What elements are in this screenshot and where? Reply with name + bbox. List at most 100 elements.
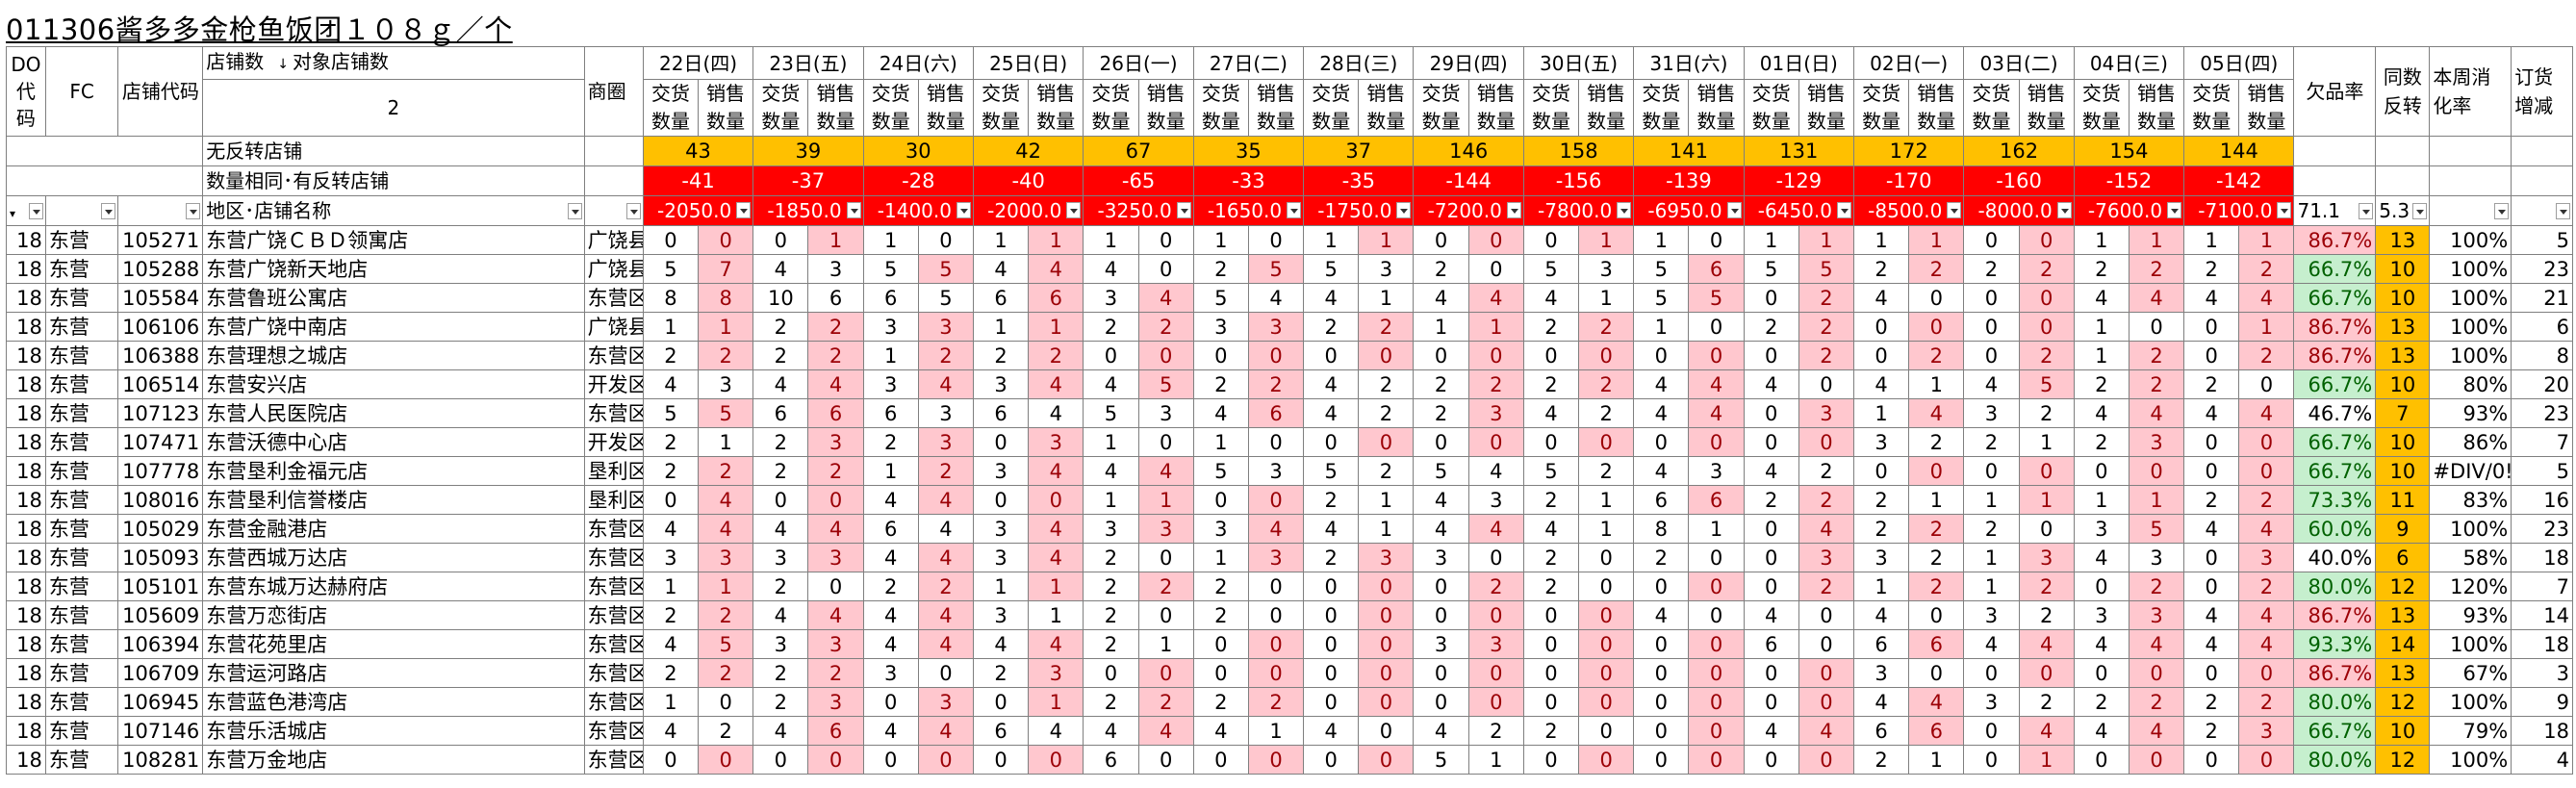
delivery-qty-cell[interactable]: 0: [1744, 746, 1798, 775]
sales-qty-cell[interactable]: 1: [808, 226, 863, 255]
same-qty-count[interactable]: -35: [1304, 166, 1414, 196]
store-row[interactable]: 18 东营 106514 东营安兴店 开发区 4 3 4 4 3 4 3 4 4 5 2 2 4 2 2 2 2 2 4 4 4 0…: [7, 370, 2573, 399]
delivery-qty-cell[interactable]: 0: [1634, 630, 1689, 659]
no-return-count[interactable]: 144: [2184, 137, 2294, 166]
sales-qty-cell[interactable]: 4: [1029, 717, 1084, 746]
delivery-qty-cell[interactable]: 4: [2184, 284, 2239, 313]
sales-qty-cell[interactable]: 2: [2019, 342, 2074, 370]
shortage-rate-cell[interactable]: 80.0%: [2294, 688, 2376, 717]
delivery-qty-cell[interactable]: 0: [973, 746, 1028, 775]
sales-qty-cell[interactable]: 4: [1029, 399, 1084, 428]
delivery-qty-cell[interactable]: 0: [643, 746, 698, 775]
delivery-qty-cell[interactable]: 0: [1304, 688, 1359, 717]
store-name-cell[interactable]: 东营垦利金福元店: [203, 457, 584, 486]
delivery-qty-cell[interactable]: 0: [753, 486, 808, 515]
store-name-cell[interactable]: 东营安兴店: [203, 370, 584, 399]
shortage-rate-cell[interactable]: 86.7%: [2294, 601, 2376, 630]
sales-qty-cell[interactable]: 2: [699, 601, 753, 630]
sales-qty-cell[interactable]: 4: [699, 486, 753, 515]
store-name-cell[interactable]: 东营广饶新天地店: [203, 255, 584, 284]
sales-qty-cell[interactable]: 2: [2239, 486, 2294, 515]
sales-qty-header[interactable]: 销售数量: [918, 80, 973, 137]
delivery-qty-cell[interactable]: 0: [643, 486, 698, 515]
same-qty-count[interactable]: -129: [1744, 166, 1853, 196]
delivery-qty-cell[interactable]: 0: [1964, 746, 2019, 775]
store-code-cell[interactable]: 106514: [118, 370, 203, 399]
delivery-qty-cell[interactable]: 2: [1523, 313, 1578, 342]
delivery-qty-header[interactable]: 交货数量: [1744, 80, 1798, 137]
delivery-qty-cell[interactable]: 0: [2074, 659, 2129, 688]
shortage-rate-cell[interactable]: 60.0%: [2294, 515, 2376, 544]
sales-qty-cell[interactable]: 2: [918, 572, 973, 601]
shortage-rate-cell[interactable]: 66.7%: [2294, 255, 2376, 284]
delivery-qty-cell[interactable]: 0: [1304, 428, 1359, 457]
shortage-rate-cell[interactable]: 80.0%: [2294, 572, 2376, 601]
same-count-cell[interactable]: 10: [2376, 284, 2430, 313]
sales-qty-cell[interactable]: 3: [1248, 457, 1303, 486]
store-row[interactable]: 18 东营 108281 东营万金地店 东营区 0 0 0 0 0 0 0 0 6 0 0 0 0 0 5 1 0 0 0 0 0…: [7, 746, 2573, 775]
sales-qty-cell[interactable]: 2: [1909, 572, 1964, 601]
circle-cell[interactable]: 东营区: [584, 659, 643, 688]
delivery-qty-cell[interactable]: 2: [2074, 370, 2129, 399]
delivery-qty-cell[interactable]: 5: [1304, 255, 1359, 284]
fc-cell[interactable]: 东营: [45, 428, 118, 457]
sales-qty-cell[interactable]: 0: [1248, 342, 1303, 370]
delivery-qty-cell[interactable]: 1: [1414, 313, 1468, 342]
sales-qty-cell[interactable]: 2: [1359, 313, 1414, 342]
sales-qty-cell[interactable]: 5: [918, 255, 973, 284]
sales-qty-cell[interactable]: 0: [1468, 688, 1523, 717]
date-header[interactable]: 02日(一): [1853, 47, 1963, 80]
store-row[interactable]: 18 东营 107146 东营乐活城店 东营区 4 2 4 6 4 4 6 4 4 4 4 1 4 0 4 2 2 0 0 0 4…: [7, 717, 2573, 746]
delivery-qty-cell[interactable]: 2: [1193, 572, 1248, 601]
sales-qty-header[interactable]: 销售数量: [1798, 80, 1853, 137]
sales-qty-cell[interactable]: 3: [1579, 255, 1634, 284]
delivery-qty-cell[interactable]: 4: [1964, 370, 2019, 399]
delivery-qty-cell[interactable]: 0: [753, 746, 808, 775]
fc-cell[interactable]: 东营: [45, 688, 118, 717]
sales-qty-cell[interactable]: 0: [1909, 313, 1964, 342]
sales-qty-cell[interactable]: 2: [2129, 370, 2183, 399]
delivery-qty-cell[interactable]: 3: [753, 630, 808, 659]
sales-qty-header[interactable]: 销售数量: [1579, 80, 1634, 137]
delivery-qty-header[interactable]: 交货数量: [1964, 80, 2019, 137]
sales-qty-cell[interactable]: 0: [1689, 630, 1744, 659]
delivery-qty-cell[interactable]: 4: [1304, 399, 1359, 428]
sales-qty-cell[interactable]: 1: [1248, 717, 1303, 746]
delivery-qty-cell[interactable]: 2: [2184, 255, 2239, 284]
store-row[interactable]: 18 东营 106709 东营运河路店 东营区 2 2 2 2 3 0 2 3 0 0 0 0 0 0 0 0 0 0 0 0 0…: [7, 659, 2573, 688]
sales-qty-cell[interactable]: 1: [1138, 486, 1193, 515]
delivery-qty-cell[interactable]: 2: [973, 342, 1028, 370]
delivery-qty-cell[interactable]: 0: [1414, 688, 1468, 717]
delivery-qty-cell[interactable]: 6: [1084, 746, 1138, 775]
sales-qty-cell[interactable]: 0: [2239, 370, 2294, 399]
sales-qty-cell[interactable]: 0: [1138, 226, 1193, 255]
sales-qty-cell[interactable]: 3: [699, 370, 753, 399]
delivery-qty-cell[interactable]: 1: [863, 342, 918, 370]
no-return-label[interactable]: 无反转店铺: [203, 137, 584, 166]
do-code-cell[interactable]: 18: [7, 717, 46, 746]
store-row[interactable]: 18 东营 105093 东营西城万达店 东营区 3 3 3 3 4 4 3 4 2 0 1 3 2 3 3 0 2 0 2 0…: [7, 544, 2573, 572]
delivery-qty-cell[interactable]: 0: [1523, 688, 1578, 717]
sales-qty-cell[interactable]: 2: [2239, 342, 2294, 370]
delivery-qty-cell[interactable]: 4: [973, 630, 1028, 659]
fc-filter[interactable]: [45, 196, 118, 226]
delivery-qty-cell[interactable]: 0: [2074, 572, 2129, 601]
delivery-qty-cell[interactable]: 0: [1523, 746, 1578, 775]
delivery-qty-cell[interactable]: 5: [1414, 746, 1468, 775]
sales-qty-cell[interactable]: 2: [1798, 486, 1853, 515]
sales-qty-header[interactable]: 销售数量: [1138, 80, 1193, 137]
sales-qty-cell[interactable]: 4: [918, 601, 973, 630]
delivery-qty-cell[interactable]: 1: [973, 313, 1028, 342]
delivery-qty-cell[interactable]: 2: [2184, 717, 2239, 746]
delivery-qty-header[interactable]: 交货数量: [753, 80, 808, 137]
sales-qty-cell[interactable]: 3: [1359, 544, 1414, 572]
order-change-cell[interactable]: 18: [2512, 717, 2573, 746]
delivery-qty-cell[interactable]: 4: [753, 515, 808, 544]
fc-cell[interactable]: 东营: [45, 601, 118, 630]
delivery-qty-cell[interactable]: 0: [2184, 659, 2239, 688]
delivery-qty-cell[interactable]: 0: [2074, 457, 2129, 486]
delivery-qty-cell[interactable]: 2: [753, 428, 808, 457]
delivery-qty-cell[interactable]: 2: [753, 313, 808, 342]
sales-qty-cell[interactable]: 4: [1138, 284, 1193, 313]
store-name-cell[interactable]: 东营运河路店: [203, 659, 584, 688]
